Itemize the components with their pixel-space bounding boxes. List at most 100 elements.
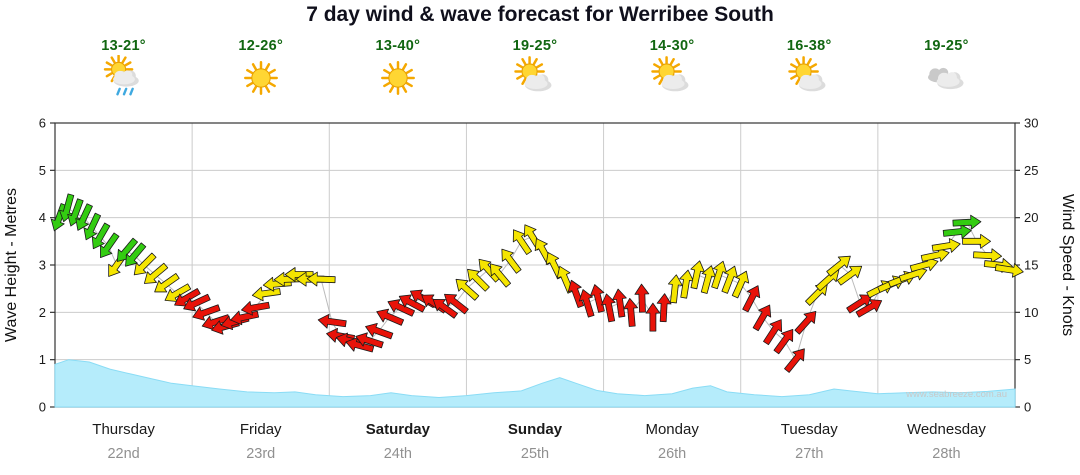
day-label: Saturday [366, 421, 431, 438]
wind-arrow [601, 293, 616, 323]
wind-arrow [387, 299, 415, 317]
wind-arrow [75, 203, 93, 231]
day-column: 13-40° [329, 38, 466, 101]
date-label: 24th [384, 446, 412, 462]
weather-icon-sun-cloud [514, 56, 552, 92]
wind-arrow [376, 308, 405, 326]
wind-arrow [467, 268, 490, 292]
right-axis-tick-label: 30 [1024, 116, 1038, 131]
wind-arrow [355, 332, 384, 349]
left-axis-tick-label: 1 [39, 352, 46, 367]
wind-arrow [501, 248, 522, 274]
wind-arrow [667, 274, 683, 304]
right-axis-tick-label: 0 [1024, 400, 1031, 415]
wind-arrow [634, 283, 650, 313]
day-label: Tuesday [781, 421, 838, 438]
date-label: 27th [795, 446, 823, 462]
weather-icon-sun-cloud-rain [103, 55, 139, 96]
temperature-range: 13-40° [375, 38, 421, 54]
wind-arrow [623, 297, 639, 327]
right-axis-tick-label: 5 [1024, 352, 1031, 367]
left-axis-tick-label: 0 [39, 400, 46, 415]
wind-arrow [589, 284, 605, 313]
wind-arrow [731, 270, 750, 299]
day-column: 12-26° [192, 38, 329, 101]
wind-arrow [836, 265, 863, 286]
wind-arrow [365, 322, 394, 340]
wind-arrow [612, 288, 627, 318]
wind-arrow [317, 313, 347, 329]
wind-arrow [656, 293, 672, 323]
daily-summary-row: 13-21° 12-26° 13-40° 19-25° 14-30° 16-38° 19-2… [55, 38, 1015, 101]
date-label: 25th [521, 446, 549, 462]
wind-arrow [100, 232, 120, 258]
left-axis-tick-label: 3 [39, 258, 46, 273]
date-label: 28th [932, 446, 960, 462]
temperature-range: 19-25° [512, 38, 558, 54]
wind-arrow [192, 304, 221, 321]
right-axis-tick-label: 25 [1024, 163, 1038, 178]
wind-arrow [645, 302, 661, 332]
left-axis-tick-label: 2 [39, 305, 46, 320]
left-axis-tick-label: 5 [39, 163, 46, 178]
right-axis-tick-label: 15 [1024, 258, 1038, 273]
temperature-range: 19-25° [924, 38, 969, 54]
wind-arrow [952, 214, 982, 230]
day-label: Thursday [92, 421, 155, 438]
date-label: 22nd [107, 446, 139, 462]
wind-arrow [826, 255, 851, 277]
day-column: 19-25° [878, 38, 1015, 101]
wind-arrow [455, 278, 480, 301]
date-label: 23rd [246, 446, 275, 462]
day-column: 19-25° [466, 38, 603, 101]
weather-icon-sun [243, 61, 278, 95]
wind-arrow [398, 294, 426, 313]
wind-arrow [133, 252, 157, 276]
wind-arrow [143, 262, 169, 284]
weather-icon-sun-cloud [651, 56, 689, 92]
wind-arrow [489, 263, 511, 288]
wind-arrow [931, 238, 961, 253]
wind-arrow [794, 310, 817, 335]
axis-title-right: Wind Speed - Knots [1059, 194, 1076, 336]
day-column: 16-38° [741, 38, 878, 101]
temperature-range: 16-38° [786, 38, 832, 54]
wind-arrow [444, 293, 469, 315]
wind-arrow [83, 212, 102, 241]
wind-arrow [50, 203, 68, 232]
wind-arrow [994, 263, 1024, 278]
right-axis-tick-label: 20 [1024, 210, 1038, 225]
wind-arrow [154, 273, 180, 293]
right-axis-tick-label: 10 [1024, 305, 1038, 320]
wind-arrow [962, 233, 991, 249]
wind-arrow [432, 298, 458, 319]
day-label: Sunday [508, 421, 563, 438]
wind-arrow [125, 242, 147, 267]
wind-arrow [183, 293, 211, 312]
wind-arrow [578, 289, 595, 318]
day-label: Monday [645, 421, 699, 438]
left-axis-tick-label: 4 [39, 210, 46, 225]
day-label: Wednesday [907, 421, 986, 438]
wind-arrow [773, 328, 794, 355]
weather-icon-sun-cloud [788, 56, 826, 92]
wind-arrow [763, 319, 783, 346]
temperature-range: 14-30° [649, 38, 695, 54]
wind-arrow [855, 299, 883, 318]
axis-title-left: Wave Height - Metres [3, 188, 20, 342]
wind-arrow [241, 301, 270, 316]
wind-arrow [752, 304, 772, 332]
watermark: www.seabreeze.com.au [905, 389, 1007, 400]
wind-arrow [306, 271, 336, 287]
temperature-range: 12-26° [238, 38, 284, 54]
wind-arrow [478, 258, 501, 283]
page-title: 7 day wind & wave forecast for Werribee … [306, 3, 774, 26]
temperature-range: 13-21° [101, 38, 146, 54]
wind-arrow [742, 285, 761, 313]
day-label: Friday [240, 421, 282, 438]
wind-arrow [784, 348, 805, 373]
weather-icon-sun [380, 61, 415, 95]
left-axis-tick-label: 6 [39, 116, 46, 131]
